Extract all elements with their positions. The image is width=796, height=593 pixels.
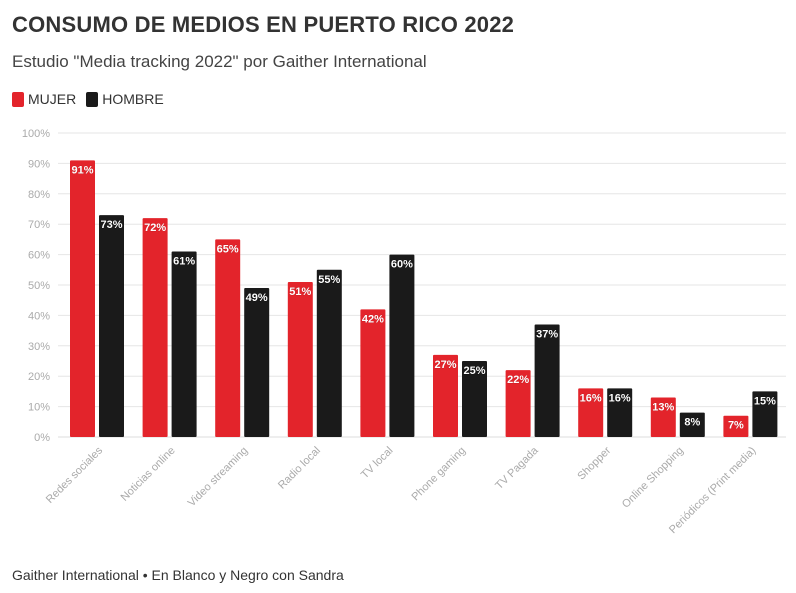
x-tick-label: Radio local (276, 445, 323, 492)
bar-hombre (462, 361, 487, 437)
x-tick-label: Noticias online (119, 445, 178, 504)
x-tick-label: TV local (359, 445, 396, 482)
data-label: 22% (507, 374, 529, 386)
x-tick-label: Video streaming (186, 445, 251, 510)
y-tick-label: 100% (22, 128, 50, 140)
data-label: 61% (173, 256, 195, 268)
chart-title: CONSUMO DE MEDIOS EN PUERTO RICO 2022 (12, 12, 515, 37)
bar-mujer (215, 239, 241, 437)
data-label: 42% (362, 313, 384, 325)
bar-mujer (650, 397, 676, 437)
y-tick-label: 70% (28, 219, 50, 231)
data-label: 72% (144, 222, 166, 234)
legend-label-hombre: HOMBRE (102, 91, 164, 107)
bar-mujer (433, 354, 458, 437)
y-tick-label: 90% (28, 158, 50, 170)
data-label: 37% (536, 329, 558, 341)
y-tick-label: 60% (28, 250, 50, 262)
x-tick-label: Shopper (575, 444, 613, 482)
bar-hombre (752, 391, 778, 437)
y-tick-label: 30% (28, 341, 50, 353)
legend-label-mujer: MUJER (28, 91, 77, 107)
bar-hombre (244, 288, 270, 437)
bar-chart: 0% 10% 20% 30% 40% 50% 60% 70% 80% 90% 100% 91% 73% R… (22, 128, 786, 536)
bar-hombre (171, 251, 197, 437)
bar-mujer (578, 388, 604, 437)
y-tick-label: 80% (28, 189, 50, 201)
bar-mujer (287, 281, 313, 437)
x-tick-label: TV Pagada (493, 444, 541, 492)
bar-hombre (99, 215, 124, 437)
data-label: 7% (728, 420, 744, 432)
bar-hombre (607, 388, 633, 437)
data-label: 51% (289, 286, 311, 298)
y-tick-label: 50% (28, 280, 50, 292)
footer-source: Gaither International • En Blanco y Negr… (12, 567, 344, 583)
legend: MUJER HOMBRE (12, 91, 174, 107)
data-label: 8% (684, 417, 700, 429)
data-label: 91% (71, 164, 93, 176)
bar-mujer (723, 415, 749, 437)
x-tick-label: Redes sociales (44, 444, 106, 506)
x-tick-label: Periódicos (Print media) (667, 445, 758, 536)
data-label: 65% (217, 243, 239, 255)
bar-hombre (534, 324, 560, 437)
y-tick-label: 0% (34, 432, 50, 444)
bar-mujer (70, 160, 95, 438)
legend-item-hombre[interactable]: HOMBRE (86, 91, 164, 107)
bar-mujer (505, 370, 531, 437)
y-tick-label: 40% (28, 310, 50, 322)
data-label: 15% (754, 395, 776, 407)
legend-swatch-mujer (12, 91, 24, 107)
y-tick-label: 10% (28, 402, 50, 414)
bar-hombre (316, 269, 342, 437)
bar-hombre (679, 412, 705, 437)
legend-swatch-hombre (86, 91, 99, 107)
data-label: 73% (100, 219, 122, 231)
y-tick-label: 20% (28, 371, 50, 383)
data-label: 27% (434, 359, 456, 371)
data-label: 13% (652, 401, 674, 413)
data-label: 49% (246, 292, 268, 304)
data-label: 25% (463, 365, 485, 377)
data-label: 16% (580, 392, 602, 404)
data-label: 16% (609, 392, 631, 404)
bar-hombre (389, 254, 415, 437)
bar-mujer (142, 218, 168, 437)
data-label: 60% (391, 259, 413, 271)
x-tick-label: Phone gaming (409, 445, 468, 504)
bar-mujer (360, 309, 386, 437)
chart-subtitle: Estudio "Media tracking 2022" por Gaithe… (12, 52, 427, 71)
x-tick-label: Online Shopping (620, 445, 686, 511)
data-label: 55% (318, 274, 340, 286)
legend-item-mujer[interactable]: MUJER (12, 91, 76, 107)
